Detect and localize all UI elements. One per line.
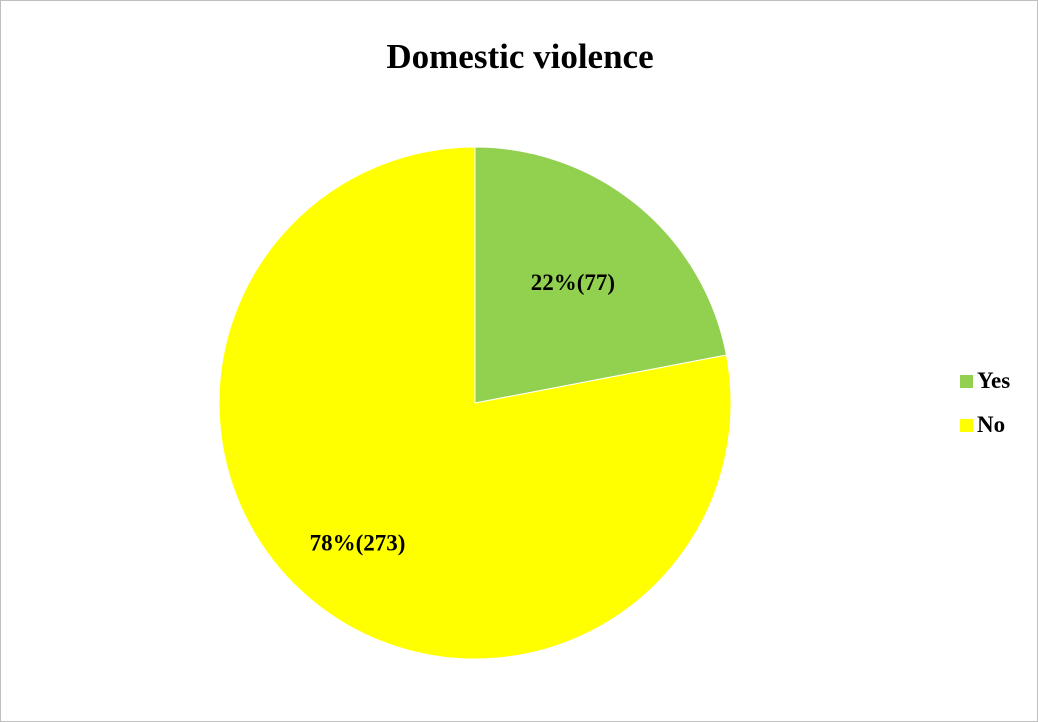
legend-label-yes: Yes [977, 368, 1011, 393]
legend-label-no: No [977, 412, 1006, 437]
legend-swatch-no [960, 418, 973, 432]
legend-item-no: No [960, 410, 1010, 440]
legend-item-yes: Yes [960, 366, 1010, 396]
slice-yes [474, 146, 728, 404]
data-label-yes: 22%(77) [531, 270, 615, 295]
chart-title: Domestic violence [386, 37, 654, 76]
slice-no [218, 146, 732, 660]
data-label-no: 78%(273) [310, 530, 406, 555]
legend: Yes No [960, 366, 1010, 454]
legend-swatch-yes [960, 374, 973, 388]
